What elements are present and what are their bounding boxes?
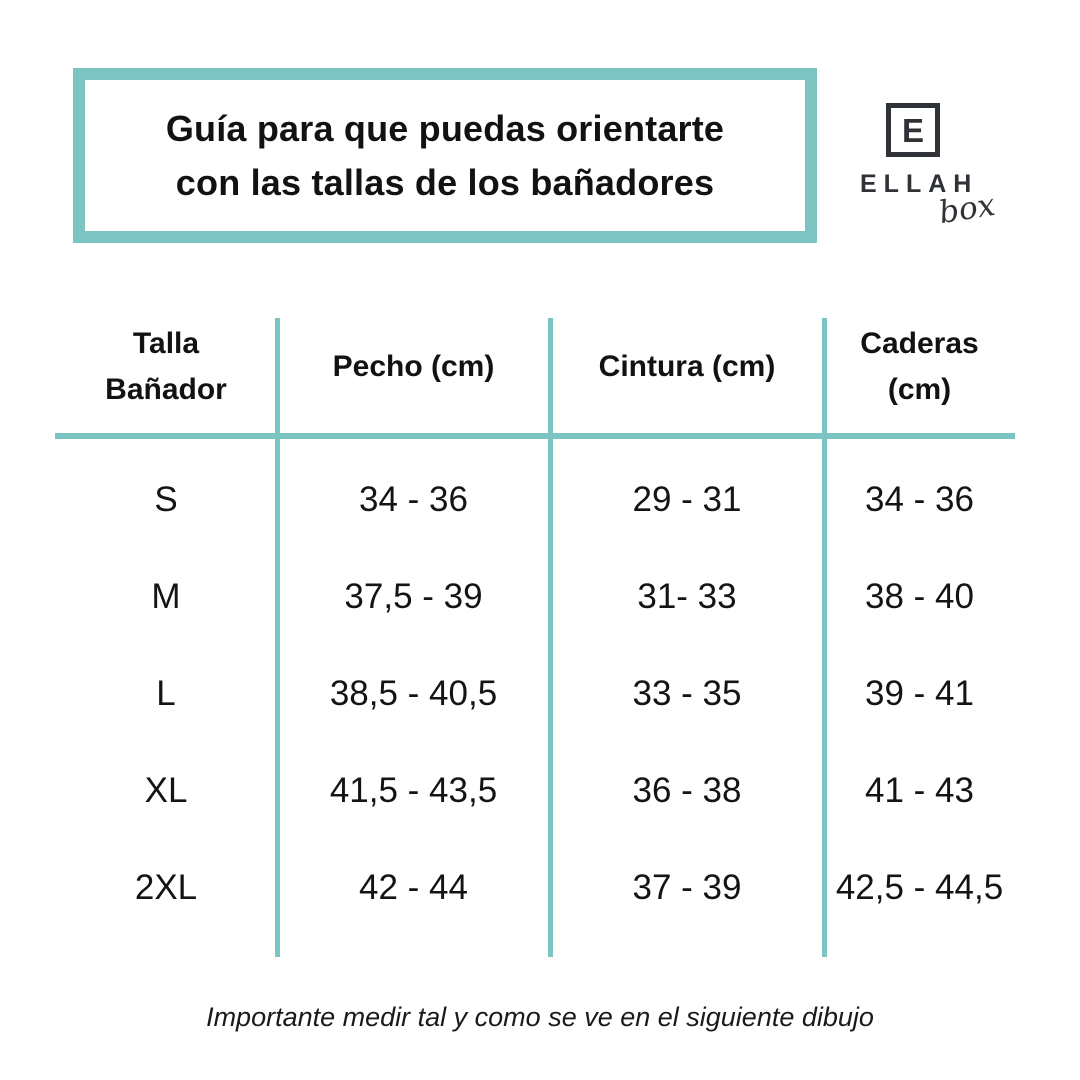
col-header-talla: Talla Bañador [55, 297, 277, 437]
title-box: Guía para que puedas orientarte con las … [73, 68, 817, 243]
cell-pecho: 37,5 - 39 [344, 576, 483, 616]
col-header-cintura: Cintura (cm) [550, 297, 824, 437]
cell-size: 2XL [134, 867, 198, 907]
cell-caderas: 38 - 40 [865, 576, 974, 616]
brand-script-word: box [936, 186, 998, 232]
cell-caderas: 42,5 - 44,5 [835, 867, 1004, 907]
cell-cintura: 36 - 38 [632, 770, 742, 810]
cell-cintura: 37 - 39 [632, 867, 742, 907]
page-title-line2: con las tallas de los bañadores [175, 161, 715, 203]
col-header-cintura-line1: Cintura (cm) [598, 350, 776, 383]
cell-cintura: 31- 33 [637, 576, 737, 616]
cell-size: S [154, 479, 178, 519]
size-guide-table: Talla Bañador Pecho (cm) Cintura (cm) Ca… [55, 297, 1015, 957]
brand-monogram-letter: E [901, 111, 924, 149]
col-header-caderas: Caderas (cm) [824, 297, 1015, 437]
header-rule-spacer [55, 437, 1015, 451]
col-header-caderas-line1: Caderas [860, 327, 979, 360]
cell-pecho: 34 - 36 [359, 479, 468, 519]
col-header-talla-line1: Talla [132, 327, 200, 360]
col-header-caderas-line2: (cm) [887, 373, 952, 406]
cell-pecho: 42 - 44 [359, 867, 468, 907]
column-divider-2 [548, 318, 553, 957]
cell-cintura: 29 - 31 [632, 479, 742, 519]
brand-name: ELLAH [860, 170, 979, 198]
col-header-pecho: Pecho (cm) [277, 297, 550, 437]
cell-caderas: 34 - 36 [865, 479, 974, 519]
brand-monogram-icon: E [886, 103, 940, 157]
cell-size: M [151, 576, 181, 616]
size-guide-grid: Talla Bañador Pecho (cm) Cintura (cm) Ca… [55, 297, 1015, 936]
cell-pecho: 41,5 - 43,5 [329, 770, 498, 810]
cell-caderas: 41 - 43 [865, 770, 974, 810]
cell-caderas: 39 - 41 [865, 673, 974, 713]
cell-pecho: 38,5 - 40,5 [329, 673, 498, 713]
brand-logo: E ELLAH box [853, 103, 997, 231]
col-header-pecho-line1: Pecho (cm) [332, 350, 495, 383]
page-title-line1: Guía para que puedas orientarte [165, 107, 725, 149]
cell-size: L [156, 673, 176, 713]
cell-size: XL [144, 770, 188, 810]
measurement-note: Importante medir tal y como se ve en el … [206, 1002, 874, 1032]
column-divider-3 [822, 318, 827, 957]
column-divider-1 [275, 318, 280, 957]
header-rule [55, 433, 1015, 439]
col-header-talla-line2: Bañador [105, 373, 227, 406]
cell-cintura: 33 - 35 [632, 673, 742, 713]
